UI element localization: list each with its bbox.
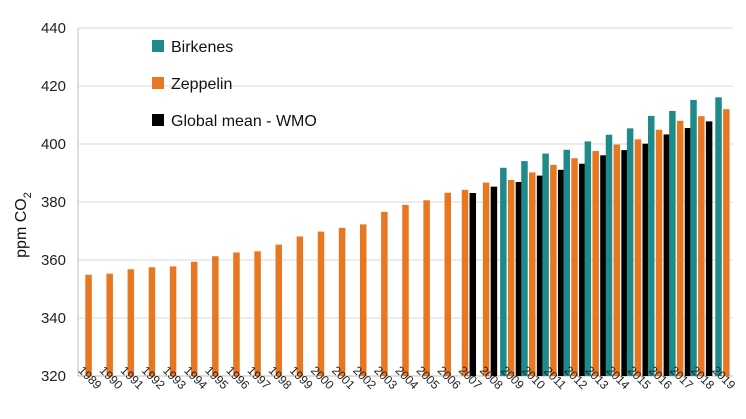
- legend: Birkenes Zeppelin Global mean - WMO: [152, 39, 317, 130]
- bar-global-mean-wmo-2012: [579, 163, 586, 376]
- bar-zeppelin-2019: [723, 109, 730, 376]
- legend-label-birkenes: Birkenes: [171, 39, 233, 56]
- x-tick-labels: 1989199019911992199319941995199619971998…: [76, 363, 739, 392]
- bar-zeppelin-1994: [190, 261, 198, 376]
- bar-global-mean-wmo-2018: [705, 121, 713, 376]
- bar-zeppelin-1992: [148, 267, 156, 376]
- y-tick-380: 380: [41, 194, 66, 211]
- bar-birkenes-2013: [584, 141, 592, 376]
- bar-global-mean-wmo-2009: [515, 181, 523, 376]
- y-tick-420: 420: [41, 78, 66, 95]
- bar-zeppelin-2016: [655, 129, 663, 376]
- bar-zeppelin-2010: [529, 172, 536, 376]
- y-tick-320: 320: [41, 368, 66, 385]
- y-tick-440: 440: [41, 20, 66, 37]
- bar-global-mean-wmo-2016: [663, 134, 671, 376]
- y-tick-labels: 320 340 360 380 400 420 440: [41, 20, 66, 385]
- x-tick-1989: 1989: [76, 363, 105, 392]
- y-tick-340: 340: [41, 310, 66, 327]
- legend-swatch-birkenes: [152, 40, 164, 52]
- bar-zeppelin-2007: [461, 189, 469, 376]
- bar-birkenes-2015: [626, 128, 634, 376]
- bar-zeppelin-2018: [698, 116, 705, 376]
- bar-zeppelin-2008: [482, 182, 490, 376]
- bar-global-mean-wmo-2010: [536, 175, 544, 376]
- bar-birkenes-2011: [542, 153, 549, 376]
- bar-zeppelin-2004: [402, 204, 409, 376]
- bar-zeppelin-1991: [127, 269, 135, 376]
- legend-swatch-zeppelin: [152, 77, 164, 89]
- bar-zeppelin-2012: [571, 158, 578, 376]
- bar-zeppelin-1990: [106, 273, 113, 376]
- bar-zeppelin-1989: [85, 274, 92, 376]
- bar-global-mean-wmo-2014: [621, 150, 628, 376]
- bar-zeppelin-1997: [254, 251, 261, 376]
- bar-zeppelin-2006: [444, 192, 452, 376]
- bar-zeppelin-2001: [338, 227, 346, 376]
- bar-zeppelin-2017: [676, 120, 684, 376]
- bar-zeppelin-2000: [317, 231, 325, 376]
- y-axis-label: ppm CO2: [13, 192, 34, 258]
- y-axis-label-main: ppm CO: [13, 198, 30, 258]
- bar-zeppelin-2009: [507, 179, 515, 376]
- y-axis-label-subscript: 2: [22, 192, 34, 198]
- bar-zeppelin-1999: [296, 236, 304, 376]
- bar-zeppelin-2005: [423, 200, 430, 376]
- legend-label-zeppelin: Zeppelin: [171, 76, 232, 93]
- bar-zeppelin-2002: [359, 224, 367, 376]
- bars: [85, 97, 730, 377]
- bar-zeppelin-2015: [634, 139, 642, 376]
- bar-zeppelin-2013: [592, 150, 599, 376]
- bar-zeppelin-2003: [381, 211, 388, 376]
- y-tick-360: 360: [41, 252, 66, 269]
- bar-birkenes-2014: [605, 134, 613, 376]
- bar-global-mean-wmo-2017: [684, 128, 692, 376]
- bar-global-mean-wmo-2011: [557, 169, 565, 376]
- legend-label-global-mean-wmo: Global mean - WMO: [171, 113, 317, 130]
- bar-zeppelin-2011: [550, 164, 557, 376]
- bar-zeppelin-1998: [275, 244, 282, 376]
- bar-global-mean-wmo-2007: [469, 193, 477, 376]
- bar-birkenes-2018: [690, 99, 697, 377]
- bar-global-mean-wmo-2008: [490, 186, 498, 376]
- bar-zeppelin-1995: [212, 256, 219, 376]
- bar-zeppelin-1993: [169, 266, 177, 376]
- y-tick-400: 400: [41, 136, 66, 153]
- bar-birkenes-2012: [563, 149, 570, 376]
- bar-global-mean-wmo-2015: [642, 143, 649, 376]
- bar-zeppelin-2014: [613, 144, 621, 376]
- bar-birkenes-2010: [521, 161, 528, 376]
- bar-global-mean-wmo-2013: [600, 155, 607, 376]
- bar-birkenes-2017: [669, 110, 676, 376]
- bar-zeppelin-1996: [233, 252, 240, 376]
- legend-swatch-global-mean-wmo: [152, 114, 164, 126]
- bar-birkenes-2019: [715, 97, 722, 376]
- bar-birkenes-2016: [648, 115, 655, 377]
- bar-birkenes-2009: [500, 167, 507, 376]
